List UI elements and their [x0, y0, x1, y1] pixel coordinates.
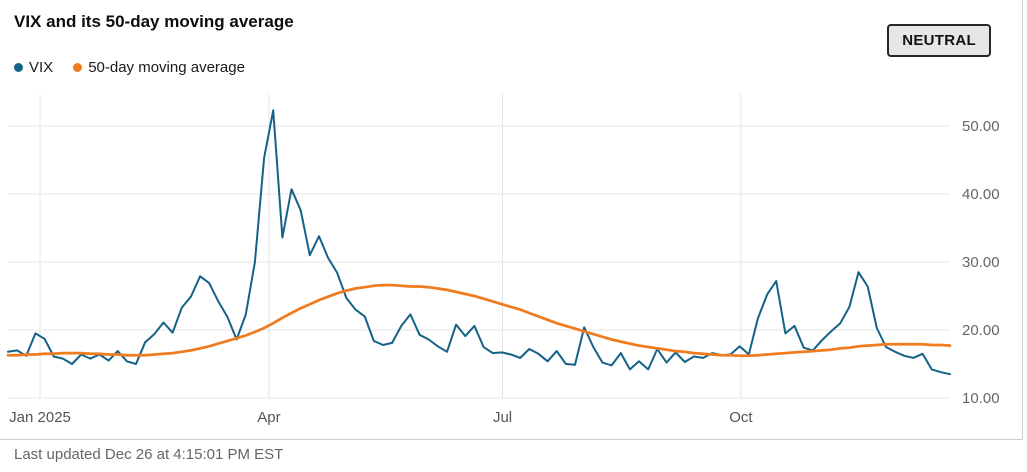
y-axis-tick-label: 40.00 [962, 186, 1000, 203]
footer-divider [0, 439, 1023, 440]
x-axis-tick-label: Apr [257, 409, 280, 426]
chart-plot-area: 10.00 20.00 30.00 40.00 50.00 Jan 2025 Apr Jul O… [0, 88, 1015, 438]
legend-item-vix: VIX [14, 59, 53, 76]
vix-legend-label: VIX [29, 59, 54, 76]
moving-average-line [6, 283, 952, 358]
chart-legend: VIX 50-day moving average [14, 59, 245, 76]
y-axis-tick-label: 30.00 [962, 254, 1000, 271]
chart-title: VIX and its 50-day moving average [14, 12, 294, 31]
y-axis-tick-label: 10.00 [962, 390, 1000, 407]
legend-item-ma: 50-day moving average [73, 59, 245, 76]
y-axis-tick-label: 50.00 [962, 118, 1000, 135]
x-axis-tick-label: Jul [493, 409, 512, 426]
x-axis-tick-label: Oct [729, 409, 753, 426]
x-axis-tick-label: Jan 2025 [9, 409, 71, 426]
neutral-badge: NEUTRAL [887, 24, 991, 57]
ma-legend-dot-icon [73, 63, 83, 72]
vix-line-chart: 10.00 20.00 30.00 40.00 50.00 Jan 2025 Apr Jul O… [6, 94, 1000, 426]
ma-legend-label: 50-day moving average [88, 59, 245, 76]
widget-right-border [1022, 0, 1023, 440]
vix-legend-dot-icon [14, 63, 23, 72]
last-updated-text: Last updated Dec 26 at 4:15:01 PM EST [14, 446, 284, 463]
vix-line [7, 109, 951, 376]
y-axis-tick-label: 20.00 [962, 322, 1000, 339]
